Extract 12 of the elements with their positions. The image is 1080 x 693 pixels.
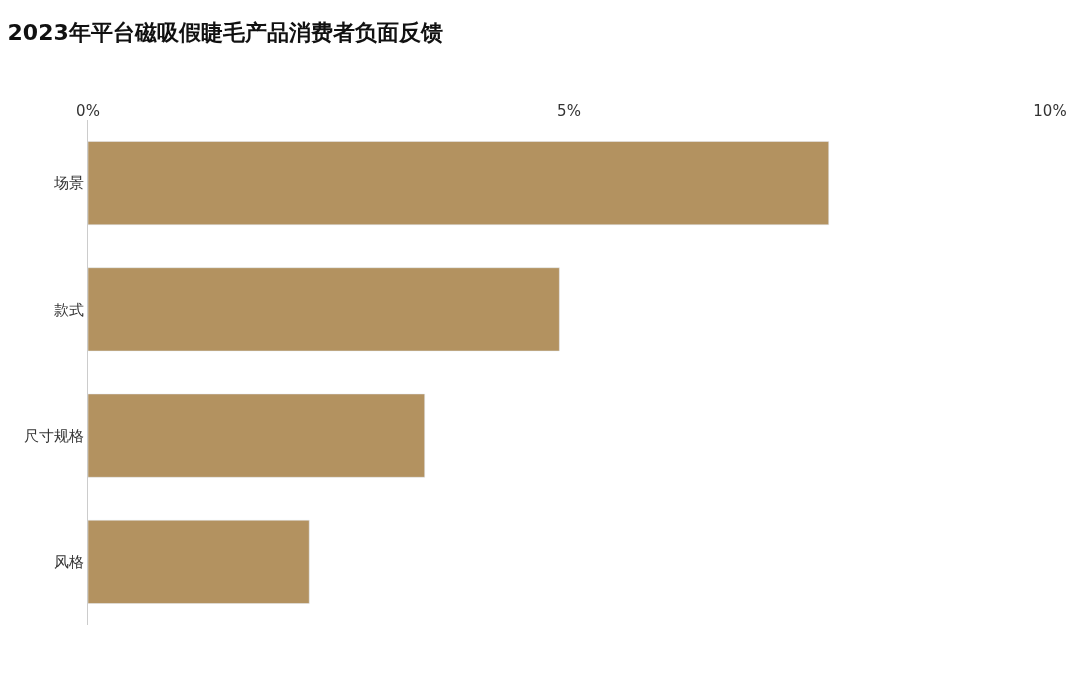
x-tick-label: 10%: [1033, 102, 1067, 120]
bar: [88, 141, 829, 226]
y-tick-label: 尺寸规格: [24, 426, 84, 445]
y-tick-label: 场景: [53, 174, 84, 193]
x-tick-label: 0%: [76, 102, 100, 120]
y-tick-label: 风格: [54, 553, 84, 572]
x-tick-label: 5%: [557, 102, 581, 120]
chart-title: 2023年平台磁吸假睫毛产品消费者负面反馈: [7, 19, 443, 45]
bar: [88, 519, 310, 604]
y-tick-label: 款式: [54, 300, 84, 319]
bar: [88, 267, 560, 352]
bar: [88, 393, 425, 478]
